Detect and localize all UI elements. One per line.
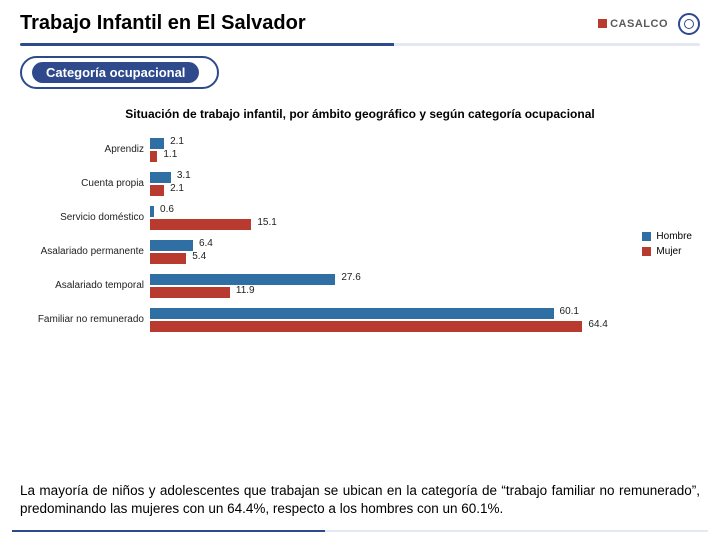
bar-mujer [150, 321, 582, 332]
chart-row: Cuenta propia3.12.1 [20, 167, 700, 201]
bars-group: 2.11.1 [150, 133, 700, 167]
chart-row: Asalariado temporal 27.6 11.9 [20, 269, 700, 303]
bars-group: 60.1 64.4 [150, 303, 700, 337]
value-mujer: 2.1 [170, 183, 184, 194]
footer-text: La mayoría de niños y adolescentes que t… [20, 482, 700, 518]
value-mujer: 15.1 [257, 217, 276, 228]
bars-group: 3.12.1 [150, 167, 700, 201]
bar-hombre [150, 308, 554, 319]
category-label: Servicio doméstico [20, 212, 150, 223]
pill-label: Categoría ocupacional [32, 62, 199, 83]
chart-row: Familiar no remunerado 60.1 64.4 [20, 303, 700, 337]
logo-square-icon [598, 19, 607, 28]
value-mujer: 11.9 [236, 285, 255, 296]
ilo-logo-icon [678, 13, 700, 35]
category-label: Asalariado temporal [20, 280, 150, 291]
value-mujer: 64.4 [588, 319, 607, 330]
page-title: Trabajo Infantil en El Salvador [20, 12, 306, 35]
bar-mujer [150, 219, 251, 230]
value-hombre: 0.6 [160, 204, 174, 215]
chart-title: Situación de trabajo infantil, por ámbit… [20, 107, 700, 123]
bar-mujer [150, 287, 230, 298]
value-mujer: 1.1 [163, 149, 177, 160]
bar-hombre [150, 240, 193, 251]
bar-hombre [150, 206, 154, 217]
chart-row: Asalariado permanente6.45.4 [20, 235, 700, 269]
category-label: Cuenta propia [20, 178, 150, 189]
value-hombre: 3.1 [177, 170, 191, 181]
value-hombre: 60.1 [560, 306, 579, 317]
category-label: Aprendiz [20, 144, 150, 155]
bar-hombre [150, 172, 171, 183]
bars-group: 6.45.4 [150, 235, 700, 269]
value-hombre: 2.1 [170, 136, 184, 147]
slide: Trabajo Infantil en El Salvador CASALCO … [0, 0, 720, 540]
casalco-logo-text: CASALCO [610, 18, 668, 30]
category-label: Familiar no remunerado [20, 314, 150, 325]
casalco-logo: CASALCO [598, 18, 668, 30]
title-underline [20, 43, 700, 46]
bar-hombre [150, 274, 335, 285]
ilo-logo-inner-icon [684, 19, 694, 29]
value-mujer: 5.4 [192, 251, 206, 262]
chart-row: Servicio doméstico 0.6 15.1 [20, 201, 700, 235]
bar-mujer [150, 151, 157, 162]
value-hombre: 6.4 [199, 238, 213, 249]
bottom-line [12, 530, 708, 532]
bar-hombre [150, 138, 164, 149]
bars-group: 0.6 15.1 [150, 201, 700, 235]
title-row: Trabajo Infantil en El Salvador CASALCO [20, 12, 700, 35]
chart-row: Aprendiz2.11.1 [20, 133, 700, 167]
chart-area: Hombre Mujer Aprendiz2.11.1Cuenta propia… [20, 133, 700, 373]
bar-mujer [150, 185, 164, 196]
bars-group: 27.6 11.9 [150, 269, 700, 303]
value-hombre: 27.6 [341, 272, 360, 283]
logos: CASALCO [598, 13, 700, 35]
section-pill: Categoría ocupacional [20, 56, 700, 89]
category-label: Asalariado permanente [20, 246, 150, 257]
pill-outline: Categoría ocupacional [20, 56, 219, 89]
bar-mujer [150, 253, 186, 264]
